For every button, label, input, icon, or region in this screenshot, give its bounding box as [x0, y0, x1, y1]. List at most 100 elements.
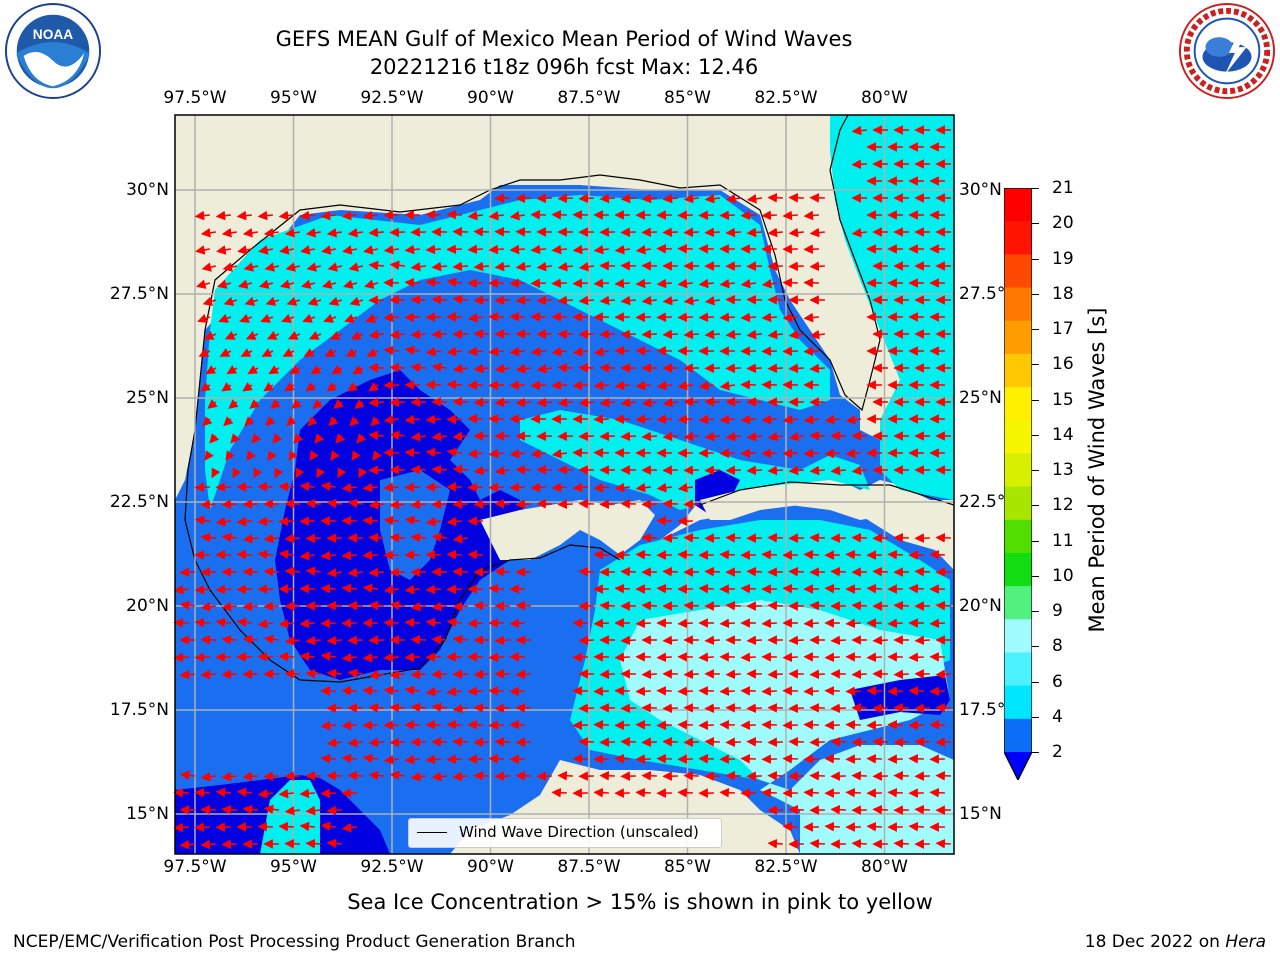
- wave-arrow: [662, 431, 678, 442]
- wave-arrow: [530, 244, 546, 255]
- wave-arrow: [887, 618, 903, 629]
- wave-arrow: [221, 228, 237, 238]
- wave-arrow: [383, 447, 399, 458]
- wave-arrow: [279, 279, 295, 289]
- wave-arrow: [242, 566, 258, 577]
- wave-arrow: [425, 584, 441, 595]
- wave-arrow: [242, 601, 258, 612]
- wave-arrow: [341, 685, 357, 696]
- wave-arrow: [200, 382, 211, 392]
- wave-arrow: [431, 294, 447, 305]
- wave-arrow: [261, 348, 274, 357]
- wave-arrow: [698, 652, 714, 663]
- wave-arrow: [599, 193, 615, 204]
- wave-arrow: [320, 720, 336, 731]
- wave-arrow: [467, 549, 483, 560]
- wave-arrow: [614, 652, 630, 663]
- wave-arrow: [704, 295, 720, 306]
- wave-arrow: [515, 193, 531, 204]
- wave-arrow: [782, 753, 798, 764]
- wave-arrow: [284, 566, 300, 577]
- wave-arrow: [179, 600, 195, 611]
- wave-arrow: [219, 348, 232, 357]
- wave-arrow: [305, 838, 321, 849]
- wave-arrow: [368, 532, 384, 543]
- wave-arrow: [746, 193, 762, 204]
- wave-arrow: [347, 635, 363, 646]
- colorbar-tick-mark: [1032, 188, 1039, 189]
- wave-arrow: [929, 618, 945, 629]
- wave-arrow: [366, 348, 379, 357]
- wave-arrow: [207, 399, 218, 409]
- wave-arrow: [488, 652, 504, 663]
- wave-arrow: [719, 787, 735, 798]
- wave-arrow: [404, 414, 420, 425]
- wave-arrow: [635, 787, 651, 798]
- wave-arrow: [389, 567, 405, 578]
- wave-arrow: [704, 227, 720, 238]
- wave-arrow: [473, 397, 489, 408]
- wave-arrow: [224, 331, 238, 340]
- wave-arrow: [677, 312, 693, 323]
- wave-arrow: [368, 702, 384, 713]
- wave-arrow: [194, 617, 210, 628]
- wave-arrow: [782, 652, 798, 663]
- wave-arrow: [310, 365, 322, 375]
- wave-arrow: [284, 668, 300, 679]
- wave-arrow: [725, 431, 741, 442]
- wave-arrow: [572, 482, 588, 493]
- colorbar-label: Mean Period of Wind Waves [s]: [1085, 307, 1109, 633]
- wave-arrow: [725, 669, 741, 680]
- wave-arrow: [788, 804, 804, 815]
- wave-arrow: [425, 379, 441, 390]
- wave-arrow: [200, 804, 216, 815]
- wave-arrow: [578, 193, 594, 204]
- colorbar-tick-mark: [1032, 505, 1039, 507]
- wave-arrow: [267, 450, 277, 461]
- wave-arrow: [767, 669, 783, 680]
- wave-arrow: [767, 465, 783, 476]
- wave-arrow: [258, 279, 274, 289]
- wave-arrow: [320, 821, 336, 832]
- colorbar-tick-label: 8: [1052, 636, 1063, 657]
- wave-arrow: [257, 210, 273, 221]
- wave-arrow: [347, 770, 363, 781]
- wave-arrow: [452, 566, 468, 577]
- wave-arrow: [767, 532, 783, 543]
- wave-arrow: [246, 450, 256, 461]
- wave-arrow: [635, 244, 651, 255]
- wave-arrow: [446, 209, 462, 220]
- wave-arrow: [467, 448, 483, 459]
- wave-arrow: [244, 416, 255, 427]
- wave-arrow: [202, 296, 217, 306]
- colorbar-band: [1004, 287, 1032, 322]
- colorbar-tick-mark: [1032, 752, 1039, 753]
- wave-arrow: [237, 245, 253, 255]
- wave-arrow: [446, 516, 462, 527]
- colorbar-tick-label: 14: [1052, 424, 1074, 445]
- wave-arrow: [578, 261, 594, 272]
- wave-arrow: [404, 754, 420, 765]
- wave-arrow: [383, 515, 399, 526]
- wave-arrow: [494, 465, 510, 476]
- wave-arrow: [683, 227, 699, 238]
- wave-arrow: [935, 669, 951, 680]
- wave-arrow: [370, 416, 381, 427]
- wave-arrow: [446, 244, 462, 255]
- wave-arrow: [363, 279, 379, 289]
- wave-arrow: [347, 567, 363, 578]
- wave-arrow: [221, 634, 237, 645]
- wave-arrow: [278, 788, 294, 799]
- wave-arrow: [389, 532, 405, 543]
- colorbar-tick-mark: [1032, 258, 1039, 260]
- colorbar-tick-label: 6: [1052, 671, 1063, 692]
- wave-arrow: [368, 770, 384, 781]
- wave-arrow: [725, 465, 741, 476]
- wave-arrow: [782, 821, 798, 832]
- wave-arrow: [641, 227, 657, 238]
- wave-arrow: [242, 634, 258, 645]
- wave-arrow: [410, 601, 426, 612]
- wave-arrow: [677, 482, 693, 493]
- wave-arrow: [389, 737, 405, 748]
- wave-arrow: [194, 515, 210, 526]
